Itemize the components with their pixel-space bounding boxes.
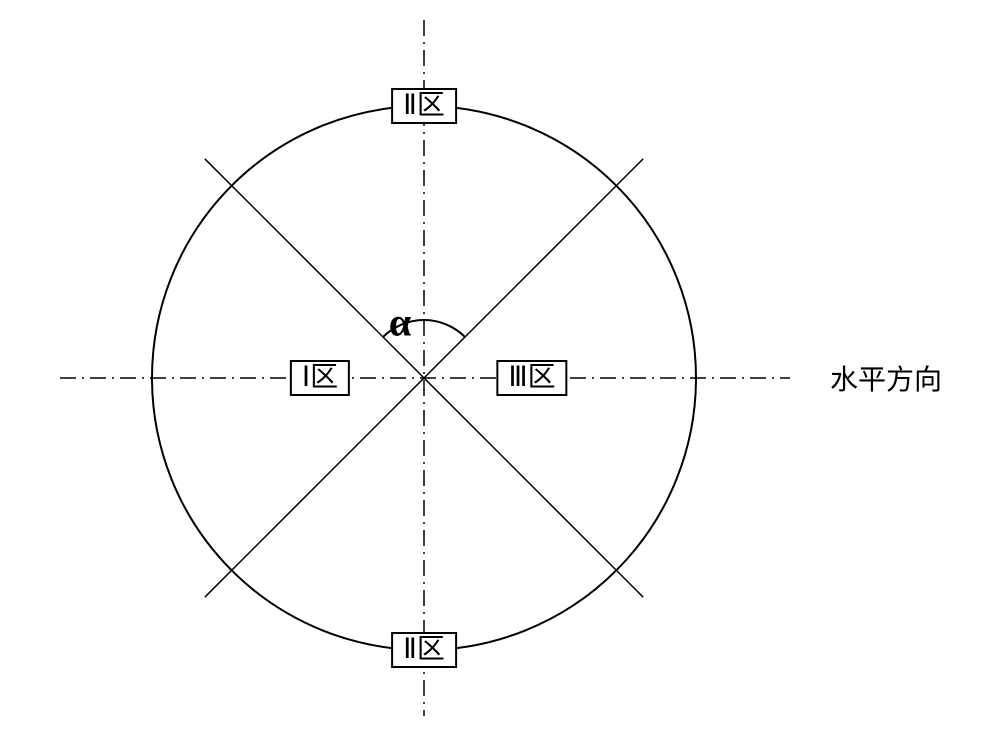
zone-label: Ⅰ区 (302, 362, 338, 393)
zone-box-III: Ⅲ区 (496, 360, 567, 396)
zone-label: Ⅱ区 (403, 90, 445, 121)
zone-box-I: Ⅰ区 (290, 360, 350, 396)
zone-label: Ⅲ区 (508, 362, 555, 393)
diagram-canvas: Ⅰ区 Ⅱ区 Ⅱ区 Ⅲ区 α 水平方向 (0, 0, 1000, 740)
zone-label: Ⅱ区 (403, 634, 445, 665)
angle-alpha-label: α (389, 299, 411, 346)
zone-box-II-top: Ⅱ区 (391, 88, 457, 124)
zone-box-II-bottom: Ⅱ区 (391, 632, 457, 668)
horizontal-direction-label: 水平方向 (830, 358, 942, 398)
